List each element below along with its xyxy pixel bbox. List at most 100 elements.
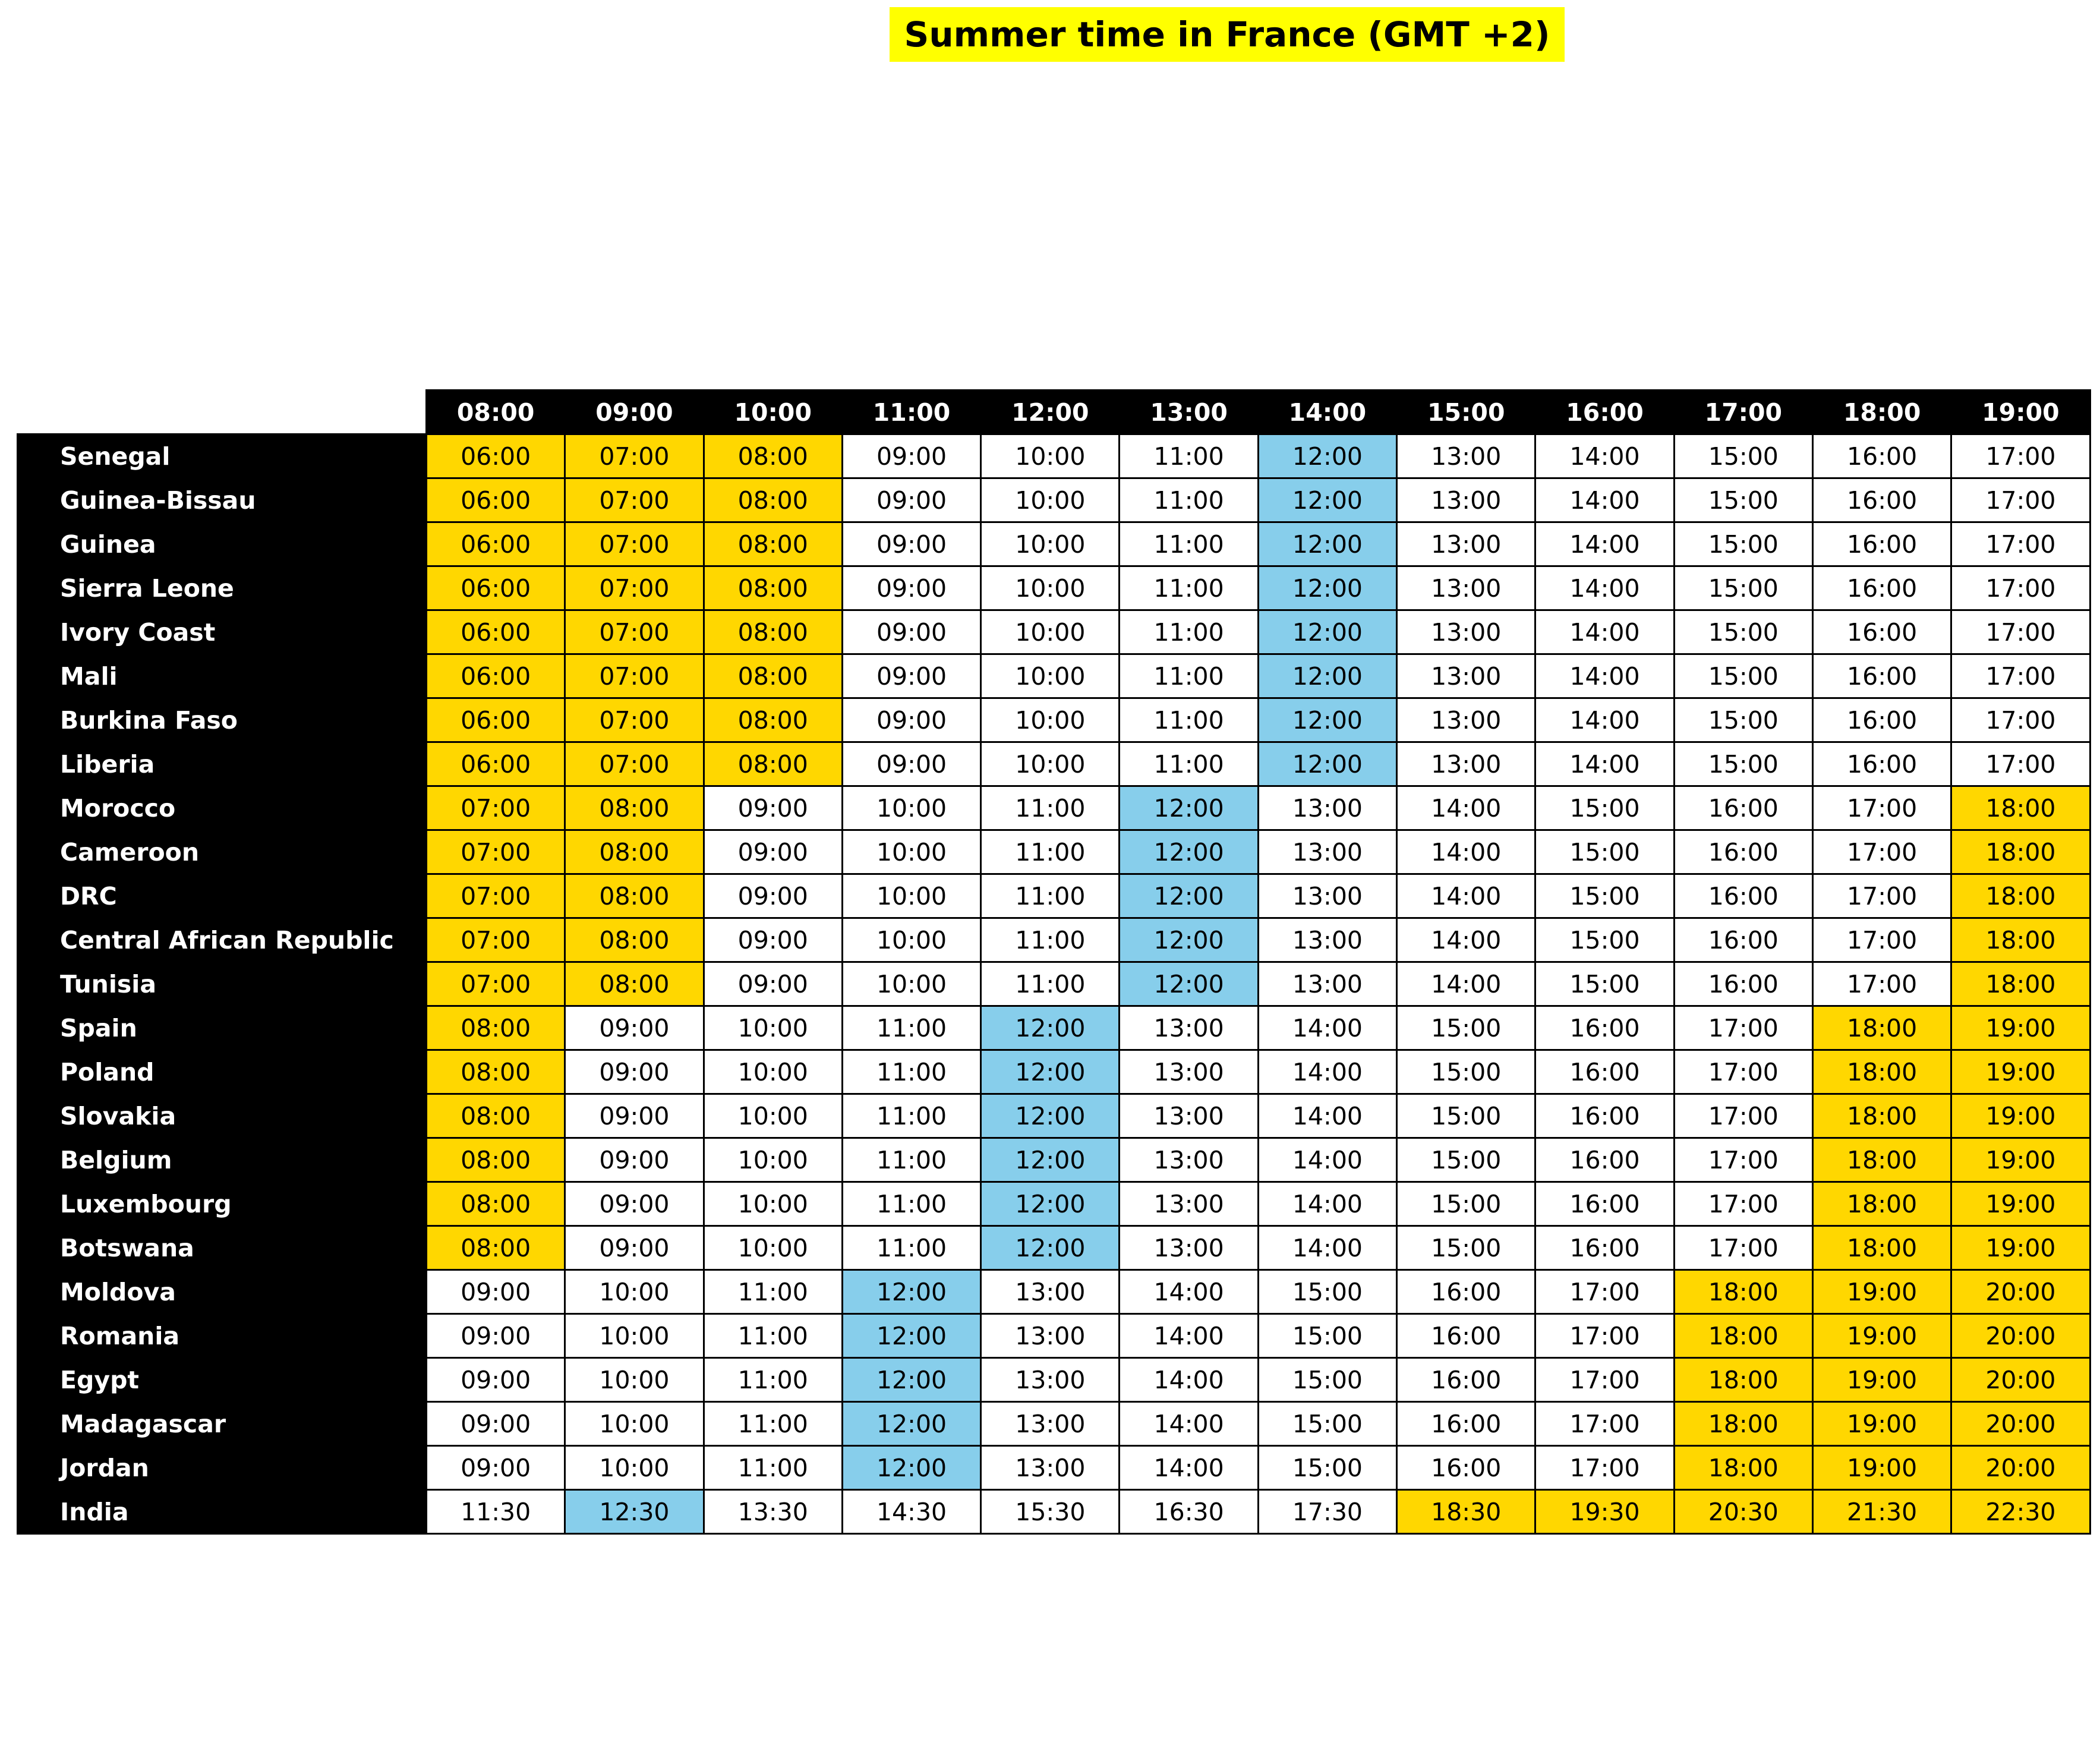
time-cell: 13:00	[1118, 1181, 1259, 1227]
time-cell: 18:00	[1811, 1137, 1953, 1183]
time-cell: 15:30	[980, 1489, 1121, 1535]
time-cell: 09:00	[841, 433, 982, 479]
time-cell: 06:00	[425, 521, 566, 567]
time-cell: 12:00	[980, 1225, 1121, 1271]
time-cell: 18:00	[1950, 785, 2091, 831]
time-cell: 14:00	[1118, 1357, 1259, 1403]
time-cell: 11:00	[841, 1005, 982, 1051]
time-cell: 19:00	[1950, 1093, 2091, 1139]
row-label: Morocco	[17, 785, 427, 831]
time-cell: 10:00	[564, 1269, 705, 1315]
time-cell: 08:00	[564, 785, 705, 831]
time-cell: 11:00	[980, 917, 1121, 963]
time-cell: 20:30	[1673, 1489, 1814, 1535]
time-cell: 11:00	[980, 961, 1121, 1007]
column-header: 19:00	[1950, 389, 2091, 435]
time-cell: 13:30	[702, 1489, 843, 1535]
row-label: Botswana	[17, 1225, 427, 1271]
time-cell: 17:00	[1811, 785, 1953, 831]
time-cell: 09:00	[841, 653, 982, 699]
time-cell: 14:00	[1396, 961, 1537, 1007]
time-cell: 10:00	[980, 565, 1121, 611]
time-cell: 12:00	[1257, 521, 1398, 567]
time-cell: 12:00	[980, 1181, 1121, 1227]
time-cell: 14:00	[1118, 1269, 1259, 1315]
time-cell: 08:00	[425, 1093, 566, 1139]
time-cell: 10:00	[702, 1181, 843, 1227]
time-cell: 20:00	[1950, 1401, 2091, 1447]
time-cell: 07:00	[425, 961, 566, 1007]
time-cell: 09:00	[564, 1005, 705, 1051]
table-row: Romania 09:00 10:00 11:00 12:00 13:00 14:00 15:…	[17, 1313, 2091, 1359]
time-cell: 22:30	[1950, 1489, 2091, 1535]
time-cell: 13:00	[1257, 829, 1398, 875]
time-cell: 14:00	[1534, 697, 1675, 743]
row-label: Burkina Faso	[17, 697, 427, 743]
time-cell: 17:00	[1673, 1225, 1814, 1271]
time-cell: 07:00	[564, 741, 705, 787]
time-cell: 19:00	[1950, 1137, 2091, 1183]
time-cell: 06:00	[425, 697, 566, 743]
table-row: Liberia 06:00 07:00 08:00 09:00 10:00 11:00 12:…	[17, 741, 2091, 787]
time-cell: 14:00	[1257, 1181, 1398, 1227]
time-cell: 09:00	[841, 565, 982, 611]
time-cell: 17:00	[1950, 653, 2091, 699]
time-cell: 14:00	[1257, 1005, 1398, 1051]
time-cell: 16:00	[1673, 961, 1814, 1007]
time-cell: 12:00	[980, 1093, 1121, 1139]
table-row: Guinea 06:00 07:00 08:00 09:00 10:00 11:00 12:0…	[17, 521, 2091, 567]
time-cell: 11:00	[1118, 521, 1259, 567]
time-cell: 16:00	[1534, 1137, 1675, 1183]
time-cell: 11:00	[702, 1313, 843, 1359]
time-cell: 10:00	[980, 477, 1121, 523]
table-row: DRC 07:00 08:00 09:00 10:00 11:00 12:00 13:00 14…	[17, 873, 2091, 919]
table-row: India 11:30 12:30 13:30 14:30 15:30 16:30 17:30…	[17, 1489, 2091, 1535]
time-cell: 18:00	[1811, 1225, 1953, 1271]
time-cell: 14:00	[1534, 433, 1675, 479]
row-label: Tunisia	[17, 961, 427, 1007]
time-cell: 15:00	[1257, 1313, 1398, 1359]
time-cell: 08:00	[564, 873, 705, 919]
table-row: Senegal 06:00 07:00 08:00 09:00 10:00 11:00 12:…	[17, 433, 2091, 479]
table-row: Sierra Leone 06:00 07:00 08:00 09:00 10:00 11:…	[17, 565, 2091, 611]
row-label: Ivory Coast	[17, 609, 427, 655]
time-cell: 18:30	[1396, 1489, 1537, 1535]
time-cell: 15:00	[1534, 829, 1675, 875]
time-cell: 08:00	[702, 433, 843, 479]
time-cell: 13:00	[1396, 653, 1537, 699]
time-cell: 11:00	[980, 785, 1121, 831]
time-cell: 10:00	[980, 433, 1121, 479]
time-cell: 09:00	[564, 1049, 705, 1095]
time-cell: 14:00	[1396, 829, 1537, 875]
time-cell: 20:00	[1950, 1357, 2091, 1403]
time-cell: 16:00	[1811, 609, 1953, 655]
time-cell: 11:00	[702, 1445, 843, 1491]
time-cell: 09:00	[425, 1445, 566, 1491]
time-cell: 08:00	[425, 1049, 566, 1095]
row-label: Slovakia	[17, 1093, 427, 1139]
column-header: 13:00	[1118, 389, 1259, 435]
time-cell: 08:00	[425, 1181, 566, 1227]
time-cell: 16:00	[1811, 565, 1953, 611]
time-cell: 15:00	[1534, 961, 1675, 1007]
row-label: Senegal	[17, 433, 427, 479]
time-cell: 19:00	[1950, 1049, 2091, 1095]
time-cell: 10:00	[841, 917, 982, 963]
time-cell: 10:00	[980, 609, 1121, 655]
time-cell: 10:00	[980, 697, 1121, 743]
time-cell: 12:00	[980, 1005, 1121, 1051]
time-cell: 17:00	[1534, 1269, 1675, 1315]
column-header: 11:00	[841, 389, 982, 435]
table-row: Tunisia 07:00 08:00 09:00 10:00 11:00 12:00 13:…	[17, 961, 2091, 1007]
time-cell: 19:00	[1811, 1445, 1953, 1491]
time-cell: 10:00	[980, 741, 1121, 787]
time-cell: 14:00	[1534, 565, 1675, 611]
time-cell: 07:00	[564, 697, 705, 743]
time-cell: 12:00	[1118, 873, 1259, 919]
time-cell: 20:00	[1950, 1445, 2091, 1491]
time-cell: 17:00	[1950, 477, 2091, 523]
time-cell: 12:00	[1257, 609, 1398, 655]
table-header: 08:00 09:00 10:00 11:00 12:00 13:00 14:00 15:00…	[17, 389, 2091, 435]
time-cell: 12:00	[1118, 917, 1259, 963]
time-cell: 08:00	[425, 1137, 566, 1183]
